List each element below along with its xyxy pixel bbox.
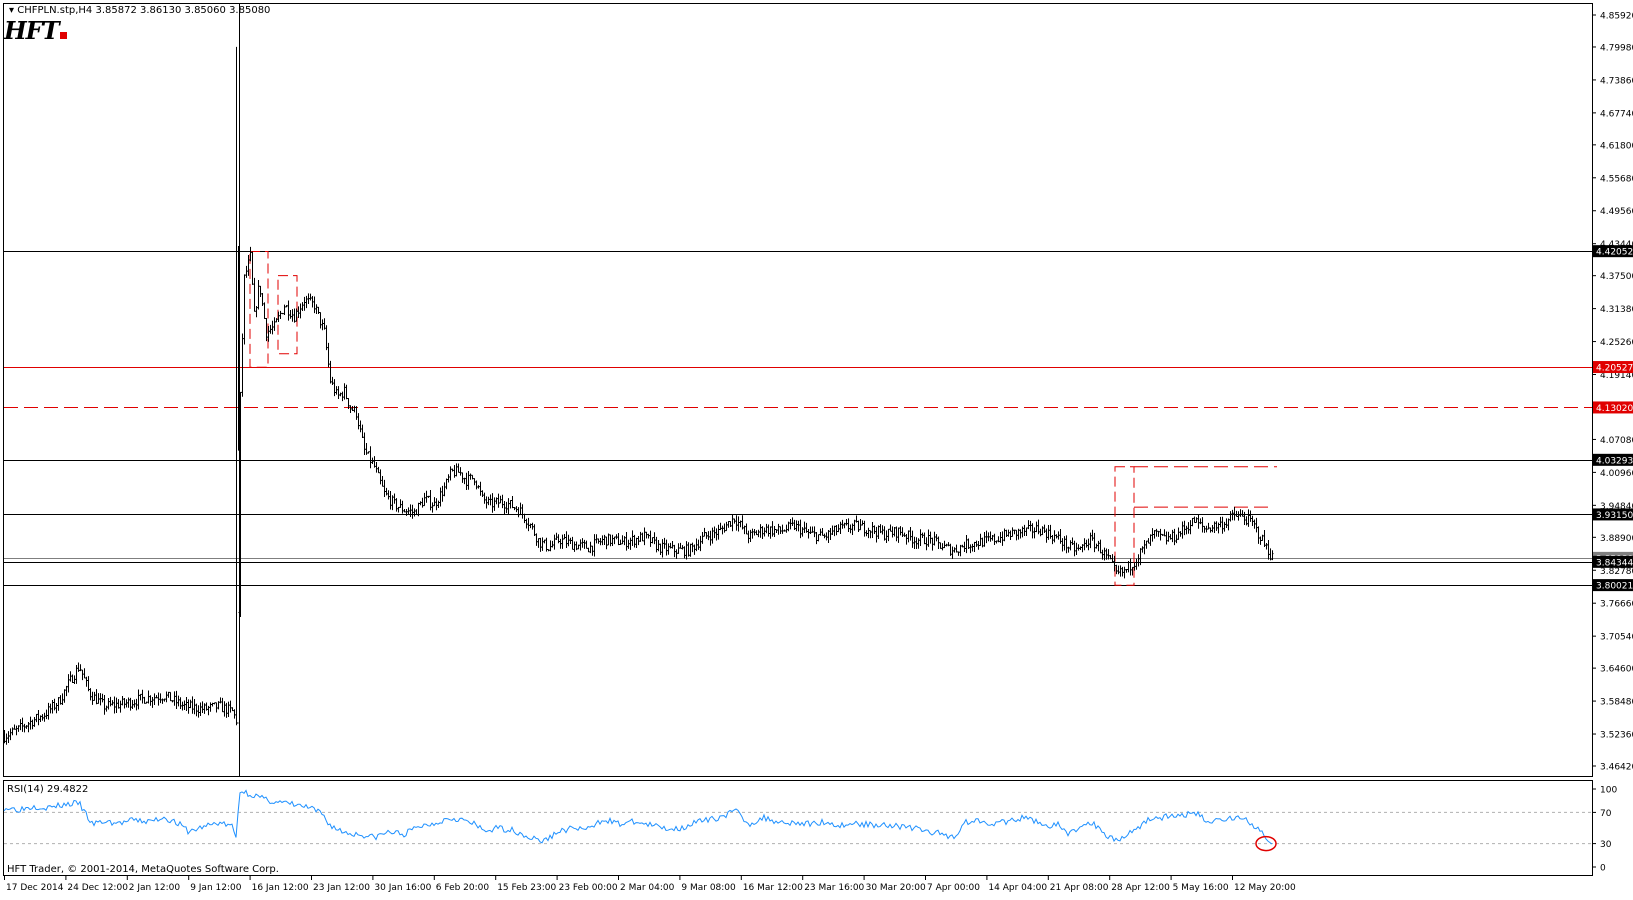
time-tick-label-7: 6 Feb 20:00 [436, 883, 490, 893]
ohlc-values: 3.85872 3.86130 3.85060 3.85080 [95, 5, 270, 16]
price-tick-label-9: 4.31380 [1600, 305, 1633, 315]
symbol-label: CHFPLN.stp,H4 [17, 5, 92, 16]
price-tick-label-21: 3.52360 [1600, 731, 1633, 741]
time-tick-label-18: 28 Apr 12:00 [1111, 883, 1170, 893]
triangle-down-icon[interactable]: ▾ [9, 5, 14, 16]
time-tick-label-10: 2 Mar 04:00 [620, 883, 675, 893]
price-panel-frame [4, 4, 1593, 777]
level-label-4: 3.93150 [1596, 511, 1633, 521]
price-tick-label-6: 4.49560 [1600, 207, 1633, 217]
price-tick-label-8: 4.37500 [1600, 272, 1633, 282]
logo-dot-icon [60, 32, 67, 39]
price-tick-label-15: 3.88900 [1600, 534, 1633, 544]
time-tick-label-8: 15 Feb 23:00 [497, 883, 556, 893]
copyright-text: HFT Trader, © 2001-2014, MetaQuotes Soft… [7, 864, 279, 875]
time-tick-label-6: 30 Jan 16:00 [374, 883, 431, 893]
level-label-1: 4.20527 [1596, 364, 1633, 374]
price-tick-label-12: 4.07080 [1600, 436, 1633, 446]
level-label-2: 4.13020 [1596, 404, 1633, 414]
rsi-panel-frame [4, 781, 1593, 876]
price-tick-label-19: 3.64600 [1600, 665, 1633, 675]
price-tick-label-10: 4.25260 [1600, 338, 1633, 348]
time-tick-label-3: 9 Jan 12:00 [190, 883, 242, 893]
time-tick-label-4: 16 Jan 12:00 [252, 883, 309, 893]
level-label-3: 4.03293 [1596, 456, 1633, 466]
level-label-0: 4.42052 [1596, 248, 1633, 258]
time-tick-label-15: 7 Apr 00:00 [927, 883, 980, 893]
price-tick-label-4: 4.61800 [1600, 141, 1633, 151]
time-tick-label-13: 23 Mar 16:00 [804, 883, 864, 893]
chart-header: ▾ CHFPLN.stp,H4 3.85872 3.86130 3.85060 … [9, 5, 270, 16]
price-tick-label-20: 3.58480 [1600, 698, 1633, 708]
time-tick-label-20: 12 May 20:00 [1234, 883, 1296, 893]
rsi-tick-label-2: 30 [1600, 840, 1612, 850]
time-tick-label-5: 23 Jan 12:00 [313, 883, 370, 893]
time-tick-label-9: 23 Feb 00:00 [559, 883, 618, 893]
hft-logo: HFT [4, 16, 67, 45]
price-tick-label-13: 4.00960 [1600, 469, 1633, 479]
time-tick-label-1: 24 Dec 12:00 [67, 883, 128, 893]
time-tick-label-14: 30 Mar 20:00 [866, 883, 926, 893]
rsi-tick-label-0: 100 [1600, 786, 1617, 796]
price-tick-label-22: 3.46420 [1600, 763, 1633, 773]
price-tick-label-17: 3.76660 [1600, 600, 1633, 610]
price-tick-label-2: 4.73860 [1600, 76, 1633, 86]
price-tick-label-1: 4.79980 [1600, 43, 1633, 53]
time-tick-label-17: 21 Apr 08:00 [1050, 883, 1109, 893]
level-label-6: 3.80021 [1596, 582, 1633, 592]
time-tick-label-11: 9 Mar 08:00 [681, 883, 736, 893]
price-tick-label-5: 4.55680 [1600, 174, 1633, 184]
time-tick-label-19: 5 May 16:00 [1173, 883, 1229, 893]
price-tick-label-3: 4.67740 [1600, 109, 1633, 119]
time-tick-label-12: 16 Mar 12:00 [743, 883, 803, 893]
rsi-indicator-label: RSI(14) 29.4822 [7, 784, 88, 795]
price-tick-label-0: 4.85920 [1600, 12, 1633, 22]
time-tick-label-16: 14 Apr 04:00 [988, 883, 1047, 893]
level-label-5: 3.84344 [1596, 558, 1633, 568]
rsi-tick-label-1: 70 [1600, 809, 1612, 819]
time-tick-label-0: 17 Dec 2014 [6, 883, 64, 893]
rsi-tick-label-3: 0 [1600, 864, 1606, 874]
time-tick-label-2: 2 Jan 12:00 [129, 883, 181, 893]
price-tick-label-18: 3.70540 [1600, 633, 1633, 643]
